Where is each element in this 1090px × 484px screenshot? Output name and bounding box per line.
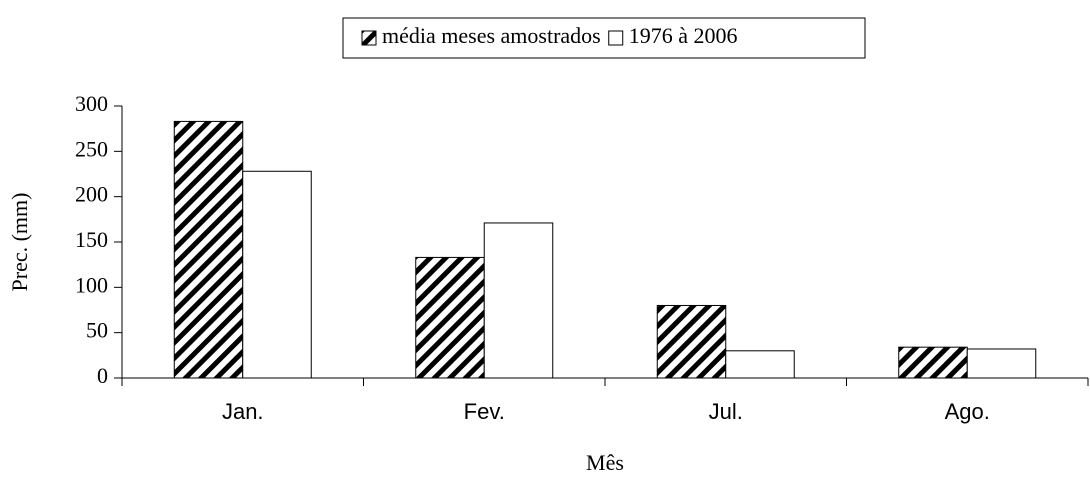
legend-swatch	[608, 30, 624, 46]
bar	[242, 170, 312, 379]
x-tick-label: Jan.	[222, 399, 264, 424]
x-tick-label: Jul.	[709, 399, 743, 424]
x-tick-label: Fev.	[464, 399, 505, 424]
y-tick-label: 200	[75, 182, 108, 207]
bar	[173, 120, 244, 379]
legend-box	[342, 17, 866, 59]
legend-label: 1976 à 2006	[629, 23, 738, 48]
bar	[966, 348, 1037, 379]
y-tick-label: 50	[86, 318, 108, 343]
legend-label: média meses amostrados	[382, 23, 601, 48]
y-tick-label: 300	[75, 91, 108, 116]
bar	[656, 304, 727, 379]
x-axis-label: Mês	[586, 450, 624, 475]
y-tick-label: 250	[75, 136, 108, 161]
y-tick-label: 150	[75, 227, 108, 252]
y-tick-label: 100	[75, 272, 108, 297]
legend-swatch	[361, 30, 377, 46]
bar	[483, 222, 554, 379]
y-tick-label: 0	[97, 363, 108, 388]
x-tick-label: Ago.	[945, 399, 990, 424]
bar	[725, 350, 795, 379]
y-axis-label: Prec. (mm)	[7, 193, 32, 292]
bar	[415, 256, 485, 379]
bar	[898, 346, 968, 379]
